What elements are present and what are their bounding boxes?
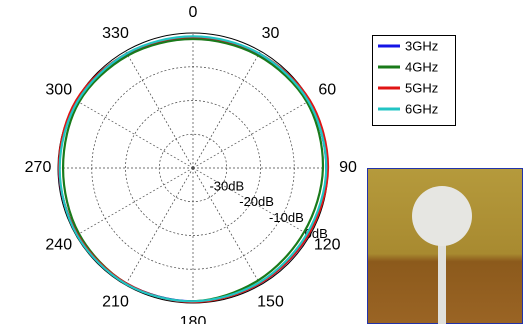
- legend-label: 5GHz: [405, 80, 438, 95]
- angle-label: 30: [262, 25, 280, 42]
- spoke: [126, 51, 194, 168]
- r-tick-label: -30dB: [209, 178, 244, 193]
- angle-label: 240: [45, 237, 72, 254]
- spoke: [76, 101, 193, 169]
- legend: 3GHz 4GHz 5GHz 6GHz: [373, 36, 456, 126]
- angle-label: 60: [318, 82, 336, 99]
- angle-label: 90: [339, 159, 357, 176]
- angle-label: 270: [25, 159, 52, 176]
- legend-label: 6GHz: [405, 101, 438, 116]
- angle-label: 210: [102, 293, 129, 310]
- angle-label: 180: [180, 314, 207, 324]
- r-tick-label: -20dB: [239, 194, 274, 209]
- r-tick-label: -10dB: [269, 210, 304, 225]
- legend-label: 4GHz: [405, 59, 438, 74]
- chart: 0306090120150180210240270300330-30dB-20d…: [0, 0, 523, 324]
- antenna-photo: [368, 169, 523, 324]
- angle-label: 150: [257, 293, 284, 310]
- angle-label: 0: [189, 4, 198, 21]
- angle-label: 330: [102, 25, 129, 42]
- angle-label: 300: [45, 82, 72, 99]
- legend-label: 3GHz: [405, 38, 438, 53]
